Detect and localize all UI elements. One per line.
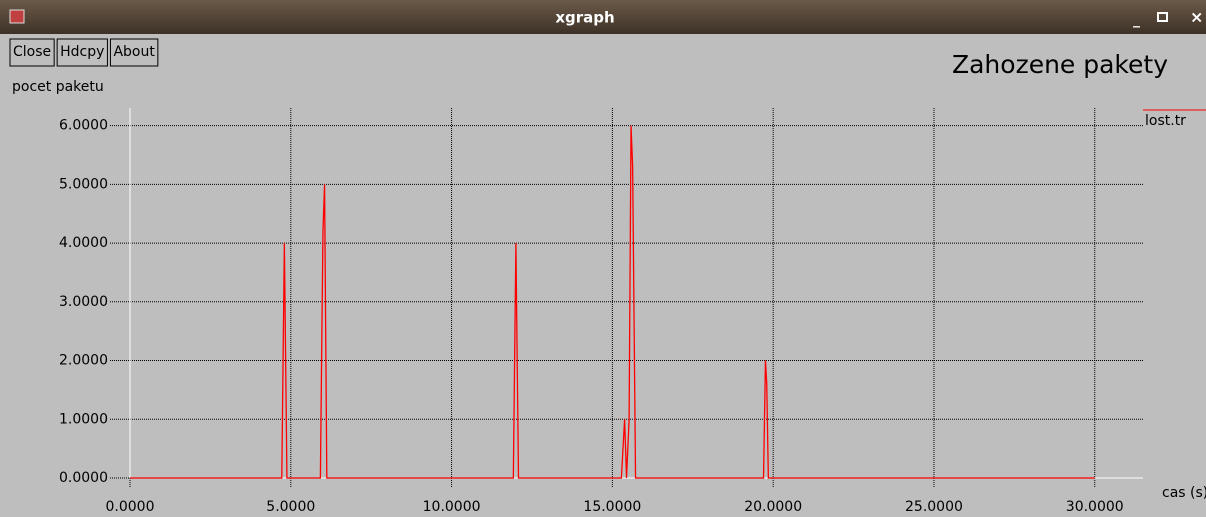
y-tick-label: 5.0000 [59,176,108,192]
minimize[interactable]: _ [1133,12,1140,28]
y-tick-label: 0.0000 [59,470,108,486]
button[interactable] [9,38,55,67]
button[interactable] [56,38,108,67]
button-label: About [113,44,155,60]
button[interactable] [109,38,159,67]
y-tick-label: 4.0000 [59,235,108,251]
button-label: Hdcpy [60,44,104,60]
window-title: xgraph [555,9,614,27]
maximize[interactable] [1157,12,1168,22]
legend-label: lost.tr [1145,113,1186,129]
x-tick-label: 30.0000 [1066,499,1124,515]
window-icon[interactable] [9,9,25,24]
title-bar [0,0,1206,34]
x-tick-label: 10.0000 [423,499,481,515]
y-tick-label: 2.0000 [59,353,108,369]
button-label: Close [13,44,51,60]
y-tick-label: 3.0000 [59,294,108,310]
x-tick-label: 20.0000 [744,499,802,515]
close-x[interactable]: × [1190,8,1203,27]
x-tick-label: 25.0000 [905,499,963,515]
y-tick-label: 6.0000 [59,118,108,134]
y-axis-label: pocet paketu [12,79,104,95]
y-tick-label: 1.0000 [59,411,108,427]
x-tick-label: 5.0000 [266,499,315,515]
data-line [130,125,1095,479]
x-tick-label: 0.0000 [106,499,155,515]
x-tick-label: 15.0000 [583,499,641,515]
x-axis-label: cas (s) [1162,485,1206,501]
chart-title: Zahozene pakety [952,50,1168,79]
